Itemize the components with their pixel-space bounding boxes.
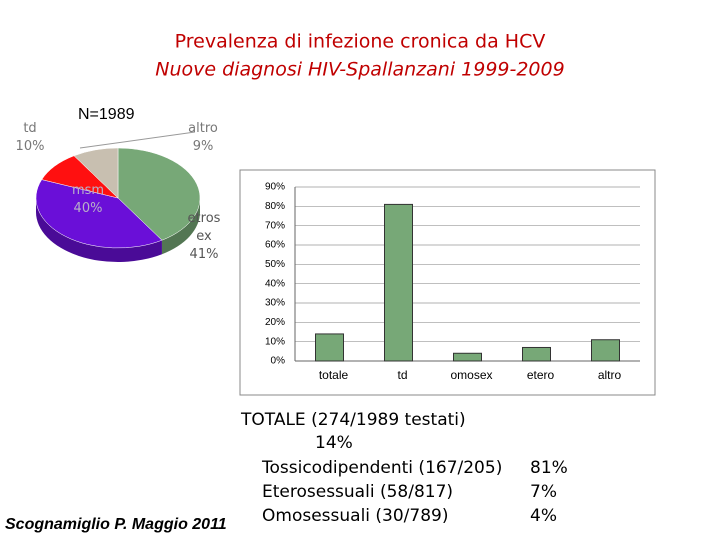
x-tick-label: td — [397, 368, 407, 382]
y-tick-label: 50% — [265, 259, 285, 270]
y-tick-label: 40% — [265, 278, 285, 289]
pie-label: msm — [71, 183, 105, 198]
summary-value: 81% — [530, 458, 568, 478]
summary-total-value: 14% — [315, 433, 353, 453]
slice — [73, 147, 119, 199]
bar — [315, 333, 344, 362]
y-tick-label: 60% — [265, 240, 285, 251]
pie-label: altro — [188, 121, 218, 136]
pie-label: etros ex — [187, 211, 221, 244]
slice-side — [36, 198, 162, 262]
summary-row: Omosessuali (30/789) — [262, 506, 449, 526]
pie-value-label: 41% — [189, 247, 219, 262]
x-tick-label: omosex — [450, 368, 492, 382]
pie-value-label: 40% — [73, 201, 103, 216]
slice-side — [161, 198, 200, 255]
y-tick-label: 90% — [265, 182, 285, 193]
x-tick-label: etero — [527, 368, 555, 382]
y-tick-label: 30% — [265, 298, 285, 309]
y-tick-label: 80% — [265, 201, 285, 212]
note: N=1989 — [78, 106, 135, 123]
summary-row: Eterosessuali (58/817) — [262, 482, 453, 502]
x-tick-label: totale — [319, 368, 349, 382]
x-tick-label: altro — [598, 368, 622, 382]
author: Scognamiglio P. Maggio 2011 — [5, 516, 227, 533]
y-tick-label: 10% — [265, 336, 285, 347]
bar-frame — [239, 169, 656, 396]
summary-total: TOTALE (274/1989 testati) — [240, 410, 466, 430]
bar — [384, 203, 413, 362]
summary-row: Tossicodipendenti (167/205) — [261, 458, 502, 478]
pie-label: td — [23, 121, 37, 136]
slice — [35, 179, 163, 249]
y-tick-label: 70% — [265, 220, 285, 231]
pie-value-label: 10% — [15, 139, 45, 154]
bar — [522, 346, 551, 362]
summary-value: 7% — [530, 482, 557, 502]
bar — [453, 352, 482, 362]
pie-value-label: 9% — [192, 139, 214, 154]
slice — [117, 147, 201, 241]
bar — [591, 339, 620, 362]
title: Prevalenza di infezione cronica da HCV — [175, 31, 546, 53]
summary-value: 4% — [530, 506, 557, 526]
y-tick-label: 0% — [271, 356, 286, 367]
y-tick-label: 20% — [265, 317, 285, 328]
subtitle: Nuove diagnosi HIV-Spallanzani 1999-2009 — [155, 59, 564, 81]
leader-line — [79, 131, 196, 149]
